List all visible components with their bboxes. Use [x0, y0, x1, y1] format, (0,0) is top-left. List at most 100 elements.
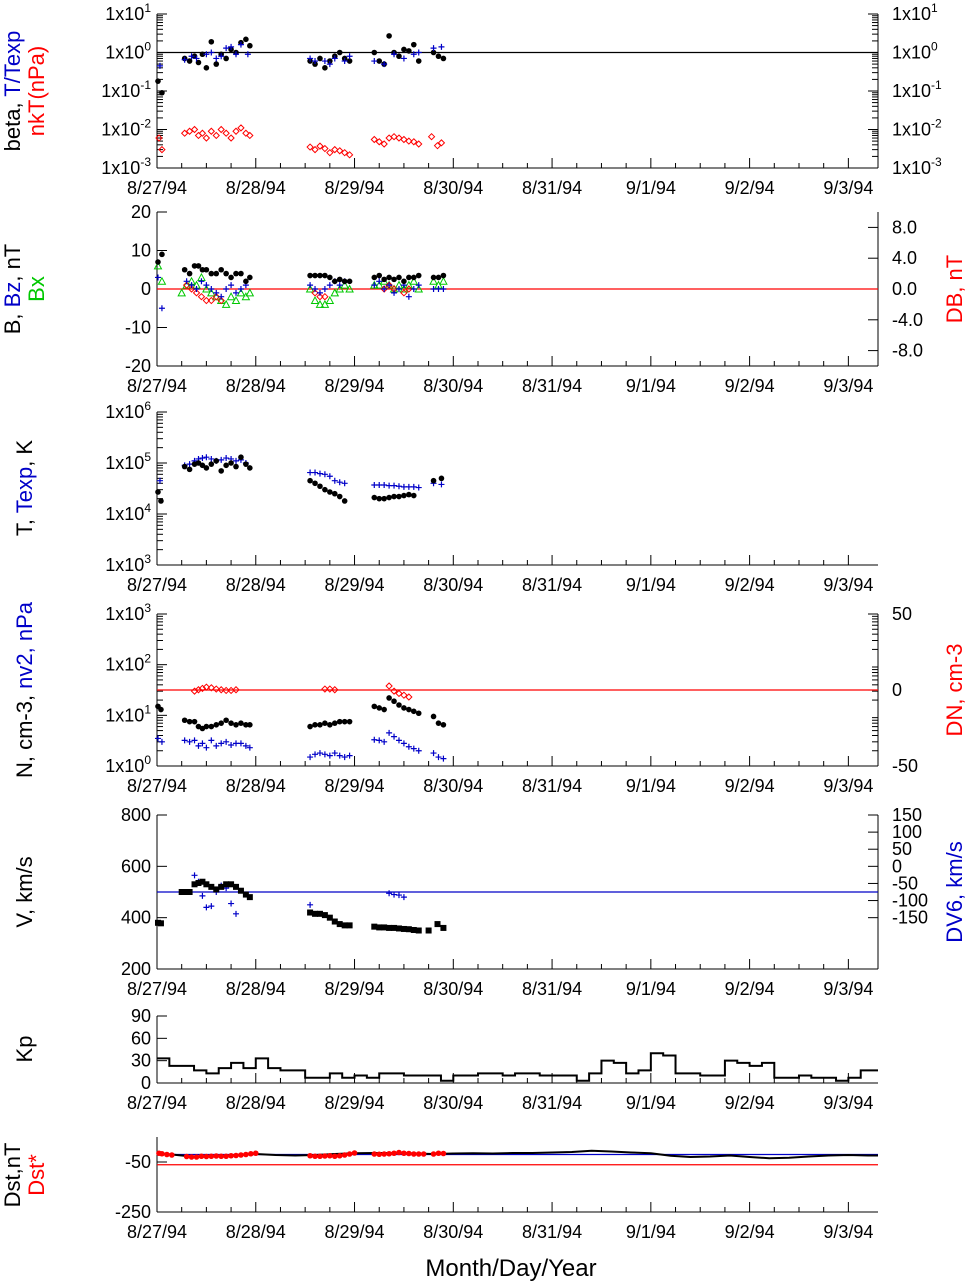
series-density-0 [190, 682, 413, 701]
data-point [321, 471, 328, 478]
y2-tick-label: 0 [892, 680, 902, 700]
data-point [191, 718, 198, 725]
y-tick-label: 1x104 [105, 501, 151, 524]
data-point [208, 286, 215, 292]
data-point [186, 270, 193, 277]
data-point [217, 125, 225, 134]
data-point [213, 722, 220, 728]
data-point [410, 1151, 417, 1157]
data-point [385, 682, 393, 690]
data-point [336, 147, 344, 155]
data-point [159, 251, 165, 258]
data-point [199, 455, 206, 462]
data-point [376, 495, 383, 502]
data-point [246, 894, 253, 901]
series-bfield-3 [155, 251, 447, 285]
x-tick-label: 9/2/94 [725, 575, 775, 595]
y-tick-label: 1x103 [105, 552, 151, 575]
data-point [336, 921, 343, 928]
x-tick-label: 8/29/94 [324, 979, 384, 999]
data-point [395, 286, 402, 292]
data-point [181, 56, 188, 63]
data-point [430, 1151, 437, 1157]
data-point [232, 127, 240, 135]
data-point [395, 925, 402, 932]
data-point [346, 278, 353, 285]
x-tick-label: 9/1/94 [626, 1222, 676, 1242]
y2-tick-label: 0 [892, 856, 902, 876]
data-point [404, 280, 414, 289]
data-point [317, 1153, 323, 1160]
data-point [406, 491, 412, 498]
data-point [330, 288, 340, 297]
y2-tick-label: 1x100 [892, 40, 938, 63]
panel-bfield: 20 10 0 -10 -20 8.0 4.0 0.0 -4.0 -8.0 8/27/94 8/28/… [0, 202, 967, 396]
data-point [203, 904, 210, 911]
data-point [400, 289, 408, 297]
data-point [164, 1151, 170, 1158]
data-point [396, 53, 402, 60]
data-point [371, 494, 378, 501]
x-tick-label: 8/30/94 [423, 575, 483, 595]
data-point [386, 729, 393, 736]
data-point [396, 1149, 402, 1156]
data-point [203, 454, 210, 461]
data-point [390, 687, 398, 695]
data-point [401, 1150, 407, 1157]
x-tick-label: 8/30/94 [423, 178, 483, 198]
x-tick-label: 8/31/94 [522, 376, 582, 396]
data-point [346, 752, 353, 759]
y2-tick-label: 150 [892, 805, 922, 825]
data-point [213, 270, 220, 277]
data-point [336, 49, 343, 56]
x-tick-label: 8/27/94 [127, 979, 187, 999]
data-point [440, 924, 447, 931]
data-point [396, 702, 402, 708]
data-point [440, 272, 447, 279]
data-point [202, 683, 211, 691]
data-point [222, 129, 230, 137]
data-point [228, 881, 235, 888]
data-point [316, 289, 323, 296]
data-point [199, 892, 206, 899]
y2-tick-label: -50 [892, 756, 918, 776]
data-point [195, 880, 202, 887]
data-point [325, 295, 335, 305]
data-point [238, 270, 244, 277]
x-tick-label: 8/30/94 [423, 376, 483, 396]
y2-tick-label: 50 [892, 604, 912, 624]
data-point [222, 686, 230, 695]
svg-text:DB, nT: DB, nT [942, 255, 967, 323]
data-point [233, 1152, 239, 1159]
x-tick-label: 9/3/94 [823, 1222, 873, 1242]
data-point [401, 278, 407, 285]
data-point [340, 148, 349, 157]
data-point [386, 274, 392, 281]
data-point [375, 138, 383, 146]
data-point [191, 881, 198, 888]
x-tick-label: 9/3/94 [823, 776, 873, 796]
data-point [341, 754, 348, 761]
x-tick-label: 9/3/94 [823, 376, 873, 396]
data-point [395, 892, 402, 899]
data-point [326, 473, 333, 480]
data-point [376, 1151, 383, 1158]
data-point [155, 259, 161, 265]
data-point [183, 1153, 190, 1160]
data-point [317, 722, 323, 728]
data-point [331, 490, 338, 497]
x-tick-label: 8/29/94 [324, 178, 384, 198]
data-point [320, 299, 330, 308]
data-point [400, 894, 407, 901]
data-point [223, 455, 230, 462]
data-point [391, 698, 397, 705]
y-tick-label: 600 [121, 856, 151, 876]
data-point [228, 1152, 234, 1159]
data-point [218, 53, 225, 60]
data-point [371, 923, 378, 930]
x-tick-label: 8/31/94 [522, 1222, 582, 1242]
data-point [430, 45, 437, 52]
data-point [327, 1152, 333, 1159]
data-point [391, 482, 398, 489]
data-point [391, 733, 398, 740]
